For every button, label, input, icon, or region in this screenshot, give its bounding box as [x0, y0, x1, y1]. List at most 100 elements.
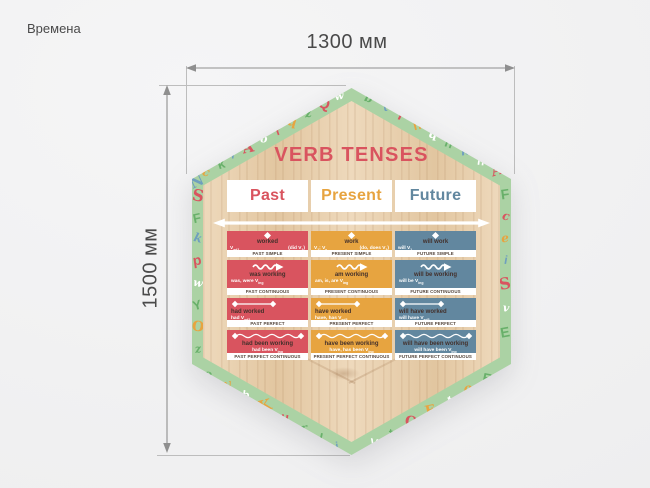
wavy-arrow-icon — [335, 262, 367, 271]
tense-formula: have, has been Ving — [329, 348, 374, 353]
border-letter: i — [503, 253, 509, 268]
tense-cell-present-continuous: am working am, is, are Ving PRESENT CONTIN… — [311, 260, 392, 295]
border-letter: w — [192, 275, 205, 290]
border-letter: y — [221, 376, 233, 393]
border-letter: h — [411, 116, 423, 133]
verb-tenses-poster: VERB TENSES Past Present Future worked Ve… — [213, 143, 490, 360]
tense-example: had been working — [241, 341, 293, 347]
wavy-span-icon — [399, 332, 472, 340]
border-letter: o — [462, 380, 474, 398]
tense-grid: worked Ved2 (did V1) PAST SIMPLE work V1; Vs(… — [227, 231, 476, 360]
tense-formula: had Ved3 — [231, 316, 251, 320]
tense-cell-future-simple: will work will V1 FUTURE SIMPLE — [395, 231, 476, 257]
width-dimension-label: 1300 мм — [306, 31, 388, 53]
height-dimension-label: 1500 мм — [139, 227, 162, 309]
tense-formula: will have been Ving — [414, 348, 457, 353]
tense-formula: will have Ved3 — [399, 316, 430, 320]
border-letter: b — [241, 387, 251, 403]
tense-formula: Ved2 (did V1) — [230, 245, 305, 251]
border-letter: E — [498, 323, 511, 341]
border-letter: S — [190, 185, 206, 207]
tense-formula: will V1 — [398, 245, 413, 251]
border-letter: w — [332, 88, 345, 104]
diamond-marker-icon — [347, 231, 356, 239]
wavy-arrow-icon — [419, 262, 451, 271]
border-letter: t — [445, 393, 452, 408]
border-letter: p — [191, 251, 203, 270]
border-letter: t — [382, 99, 388, 114]
border-letter: i — [334, 440, 340, 453]
border-letter: Q — [317, 94, 332, 114]
border-letter: c — [201, 164, 212, 180]
border-letter: c — [501, 208, 512, 225]
tense-name-label: PAST SIMPLE — [227, 250, 308, 257]
border-letter: V — [368, 435, 379, 451]
tense-name-label: PAST PERFECT — [227, 320, 308, 327]
tense-example: will have been working — [402, 341, 469, 347]
tense-cell-past-simple: worked Ved2 (did V1) PAST SIMPLE — [227, 231, 308, 257]
tense-formula: was, were Ving — [231, 278, 264, 285]
border-letter: A — [487, 158, 506, 181]
tense-formula: will be Ving — [399, 278, 424, 285]
diamond-marker-icon — [431, 231, 440, 239]
tense-formula: am, is, are Ving — [315, 278, 349, 285]
tense-cell-present-simple: work V1; Vs (do, does V1) PRESENT SIMPLE — [311, 231, 392, 257]
wavy-span-icon — [231, 332, 304, 340]
border-letter: r — [396, 107, 406, 124]
border-letter: K — [256, 395, 274, 417]
tense-cell-future-perfect-continuous: will have been working will have been Vin… — [395, 330, 476, 360]
product-title: Времена — [27, 21, 81, 36]
tense-cell-future-continuous: will be working will be Ving FUTURE CONTIN… — [395, 260, 476, 295]
border-letter: n — [476, 153, 486, 169]
border-letter: z — [194, 341, 203, 356]
border-letter: r — [273, 123, 283, 138]
tense-example: had worked — [231, 309, 265, 315]
border-letter: u — [279, 409, 290, 426]
span-bar-icon — [231, 300, 277, 308]
tense-name-label: FUTURE PERFECT CONTINUOUS — [395, 353, 476, 360]
tense-example: have worked — [315, 309, 352, 315]
tense-cell-present-perfect-continuous: have been working have, has been Ving PRES… — [311, 330, 392, 360]
tense-header-row: Past Present Future — [227, 180, 476, 212]
border-letter: F — [423, 402, 437, 421]
wood-knot — [327, 366, 360, 380]
border-letter: t — [388, 425, 395, 441]
span-bar-icon — [315, 300, 361, 308]
wavy-span-icon — [315, 332, 388, 340]
tense-name-label: FUTURE PERFECT — [395, 320, 476, 327]
tense-name-label: PAST CONTINUOUS — [227, 288, 308, 295]
span-bar-icon — [399, 300, 445, 308]
tense-formula: have, has Ved3 — [315, 316, 348, 320]
border-letter: F — [191, 210, 203, 227]
double-arrow-icon — [213, 218, 490, 228]
border-letter: F — [499, 185, 511, 203]
tense-cell-past-perfect: had worked had Ved3 PAST PERFECT — [227, 298, 308, 327]
border-letter: k — [214, 155, 227, 173]
tense-name-label: PRESENT PERFECT — [311, 320, 392, 327]
wavy-arrow-icon — [251, 262, 283, 271]
border-letter: l — [317, 430, 325, 446]
tense-example: will be working — [413, 271, 457, 278]
tense-name-label: FUTURE CONTINUOUS — [395, 288, 476, 295]
border-letter: k — [192, 230, 205, 247]
tense-example: have been working — [324, 341, 379, 347]
timeline-arrow — [213, 218, 490, 228]
tense-name-label: PRESENT CONTINUOUS — [311, 288, 392, 295]
diamond-marker-icon — [263, 231, 272, 239]
border-letter: b — [362, 89, 376, 106]
border-letter: q — [287, 113, 298, 130]
tense-cell-past-continuous: was working was, were Ving PAST CONTINUOUS — [227, 260, 308, 295]
tense-name-label: PRESENT PERFECT CONTINUOUS — [311, 353, 392, 360]
tense-formula: V1; Vs (do, does V1) — [314, 245, 389, 251]
tense-cell-future-perfect: will have worked will have Ved3 FUTURE PER… — [395, 298, 476, 327]
border-letter: O — [190, 317, 205, 336]
tense-formula: had been Ving — [252, 348, 283, 353]
border-letter: E — [481, 369, 493, 387]
border-letter: r — [299, 420, 308, 436]
border-letter: o — [260, 132, 268, 146]
tense-cell-past-perfect-continuous: had been working had been Ving PAST PERFEC… — [227, 330, 308, 360]
border-letter: z — [303, 105, 313, 121]
